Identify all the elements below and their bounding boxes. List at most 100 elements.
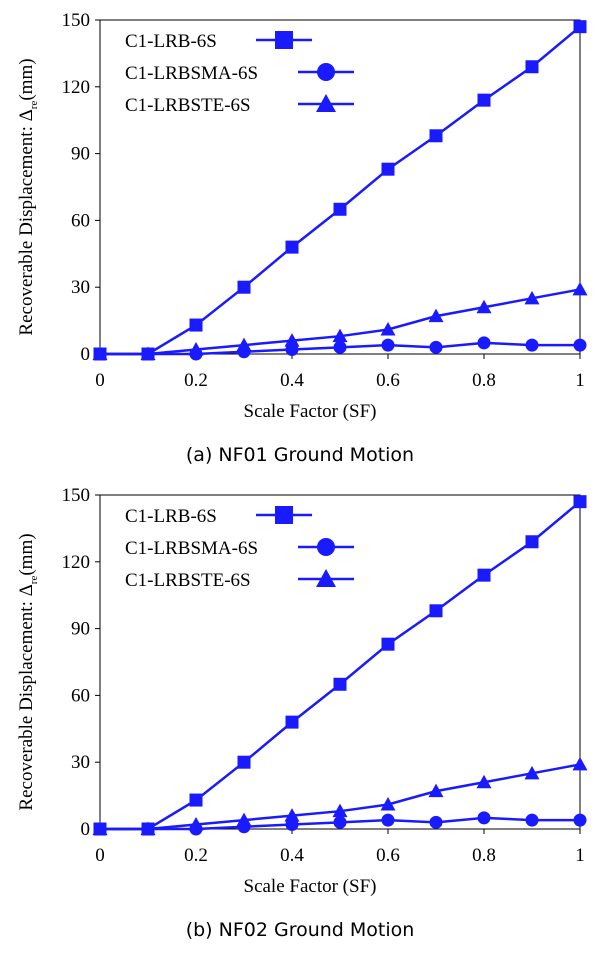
chart-a: 0 30 60 90 120 150 0 0.2 0.4 0.6 0.8 1 Scale Factor … — [16, 10, 588, 466]
series-triangle — [92, 756, 588, 835]
data-point — [429, 815, 443, 829]
y-tick-label: 120 — [62, 77, 91, 98]
legend-label: C1-LRBSTE-6S — [125, 570, 251, 591]
x-tick-label: 0 — [95, 370, 105, 391]
data-point — [92, 346, 108, 360]
x-tick-label: 0 — [95, 845, 105, 866]
data-point — [525, 535, 539, 549]
data-point — [284, 808, 300, 822]
data-point — [188, 817, 204, 831]
legend-label: C1-LRBSMA-6S — [125, 63, 258, 84]
x-tick-label: 0.8 — [472, 845, 496, 866]
y-tick-label: 90 — [71, 144, 90, 165]
data-point — [380, 797, 396, 811]
chart-panel-b: 0 30 60 90 120 150 0 0.2 0.4 0.6 0.8 1 Scale Factor … — [0, 475, 600, 949]
y-tick-label: 150 — [62, 10, 91, 31]
x-tick-label: 0.2 — [184, 370, 208, 391]
y-tick-label: 150 — [62, 485, 91, 506]
chart-b: 0 30 60 90 120 150 0 0.2 0.4 0.6 0.8 1 Scale Factor … — [16, 485, 588, 941]
data-point — [524, 290, 540, 305]
y-tick-label: 0 — [81, 819, 91, 840]
figure-caption: (b) NF02 Ground Motion — [186, 919, 415, 941]
data-point — [381, 637, 395, 651]
data-point — [285, 715, 299, 729]
data-point — [525, 813, 539, 827]
x-tick-label: 0.2 — [184, 845, 208, 866]
data-point — [573, 495, 587, 509]
chart-panel-a: 0 30 60 90 120 150 0 0.2 0.4 0.6 0.8 1 Scale Factor … — [0, 0, 600, 475]
data-point — [428, 308, 444, 323]
data-point — [236, 337, 252, 352]
data-point — [333, 340, 347, 354]
x-tick-label: 1 — [575, 845, 585, 866]
legend-label: C1-LRBSTE-6S — [125, 95, 251, 116]
data-point — [237, 280, 251, 294]
data-point — [236, 812, 252, 827]
data-point — [428, 783, 444, 798]
data-point — [188, 342, 204, 356]
legend: C1-LRB-6S C1-LRBSMA-6S C1-LRBSTE-6S — [125, 506, 354, 591]
data-point — [380, 322, 396, 336]
data-point — [476, 299, 492, 314]
series-triangle — [92, 281, 588, 360]
data-point — [332, 803, 348, 818]
x-axis-title: Scale Factor (SF) — [244, 401, 377, 422]
data-point — [429, 340, 443, 354]
x-tick-label: 1 — [575, 370, 585, 391]
data-point — [573, 20, 587, 34]
data-point — [189, 318, 203, 332]
x-tick-label: 0.8 — [472, 370, 496, 391]
y-tick-label: 90 — [71, 619, 90, 640]
figure-caption: (a) NF01 Ground Motion — [186, 444, 414, 466]
legend-marker — [275, 31, 293, 49]
data-point — [189, 793, 203, 807]
plot-frame — [99, 494, 581, 830]
data-point — [333, 677, 347, 691]
data-point — [381, 338, 395, 352]
x-tick-label: 0.6 — [376, 845, 400, 866]
legend-label: C1-LRBSMA-6S — [125, 538, 258, 559]
data-point — [237, 755, 251, 769]
y-axis-title: Recoverable Displacement: Δre(mm) — [16, 533, 40, 810]
legend-label: C1-LRB-6S — [125, 506, 217, 527]
data-point — [140, 346, 156, 360]
data-point — [333, 815, 347, 829]
data-point — [285, 240, 299, 254]
data-point — [477, 93, 491, 107]
legend-marker — [275, 506, 293, 524]
y-tick-label: 60 — [71, 685, 90, 706]
data-point — [429, 604, 443, 618]
data-point — [284, 333, 300, 347]
legend: C1-LRB-6S C1-LRBSMA-6S C1-LRBSTE-6S — [125, 31, 354, 116]
data-point — [429, 129, 443, 143]
data-point — [140, 821, 156, 835]
y-tick-label: 30 — [71, 277, 90, 298]
data-point — [477, 811, 491, 825]
x-tick-label: 0.4 — [280, 845, 304, 866]
data-point — [524, 765, 540, 780]
y-tick-label: 120 — [62, 552, 91, 573]
data-point — [333, 202, 347, 216]
legend-marker — [316, 569, 336, 587]
y-tick-label: 30 — [71, 752, 90, 773]
data-point — [525, 338, 539, 352]
y-tick-label: 60 — [71, 210, 90, 231]
data-point — [573, 338, 587, 352]
data-point — [381, 162, 395, 176]
legend-marker — [316, 94, 336, 112]
y-tick-label: 0 — [81, 344, 91, 365]
data-point — [573, 813, 587, 827]
data-point — [381, 813, 395, 827]
legend-marker — [317, 63, 335, 81]
data-point — [332, 328, 348, 343]
x-axis-title: Scale Factor (SF) — [244, 876, 377, 897]
data-point — [477, 336, 491, 350]
plot-frame — [99, 19, 581, 355]
x-tick-label: 0.6 — [376, 370, 400, 391]
y-axis-title: Recoverable Displacement: Δre(mm) — [16, 58, 40, 335]
legend-label: C1-LRB-6S — [125, 31, 217, 52]
data-point — [525, 60, 539, 74]
x-tick-label: 0.4 — [280, 370, 304, 391]
data-point — [572, 756, 588, 771]
data-point — [477, 568, 491, 582]
